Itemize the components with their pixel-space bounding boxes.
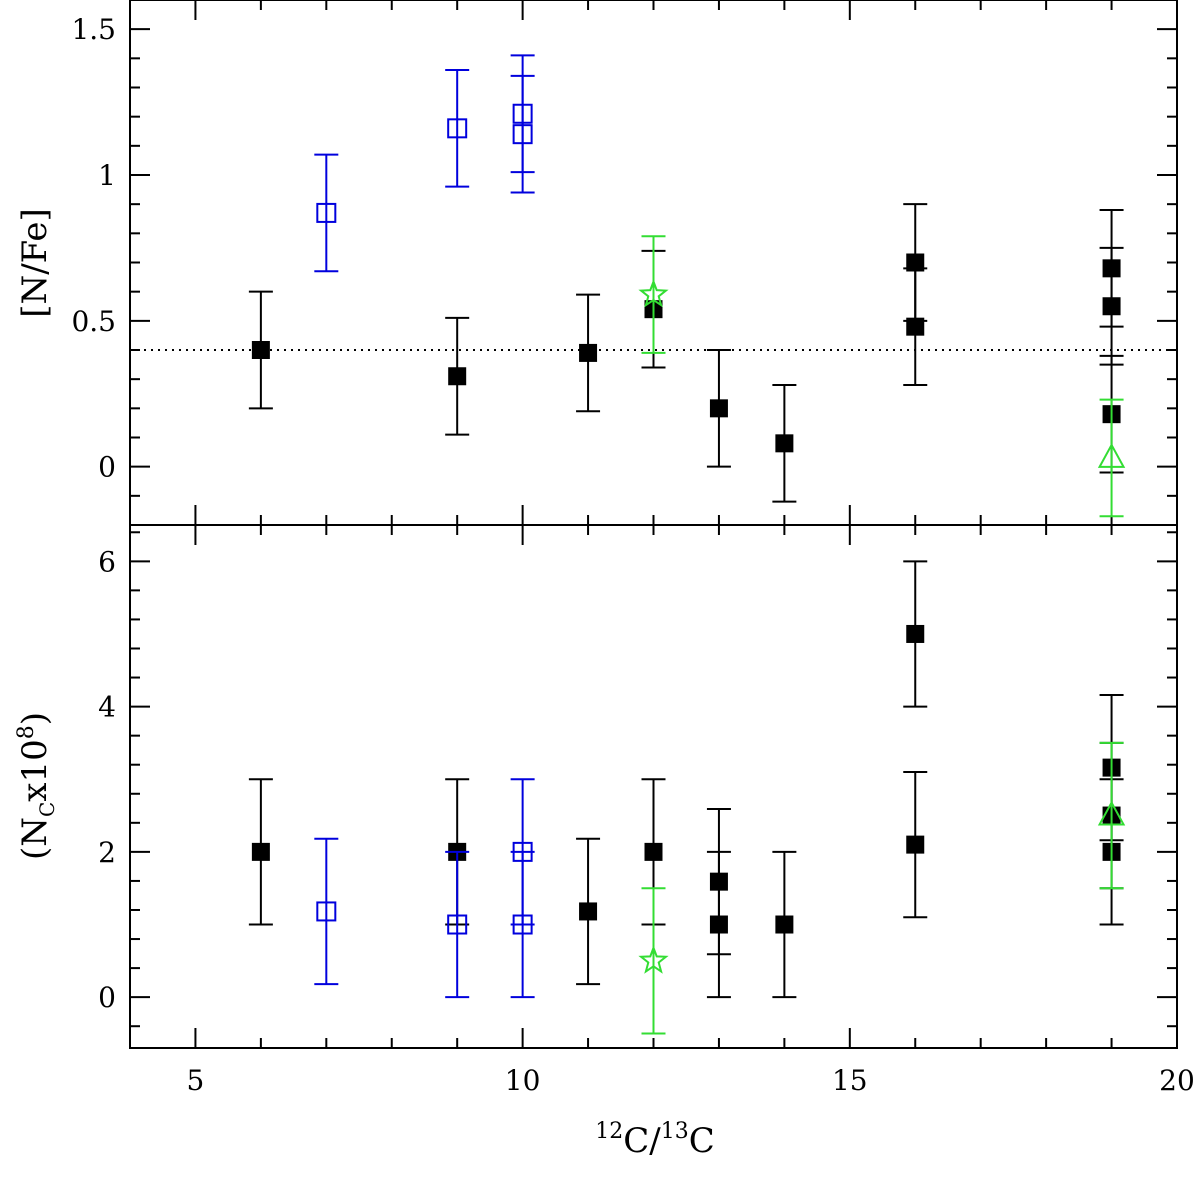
top-y-tick-label: 0.5 [71,305,116,338]
data-point-filled-square [906,317,925,336]
data-point-filled-square [775,434,794,453]
data-point-filled-square [644,842,663,861]
bottom-series-black-filled-squares [248,560,1124,999]
top-y-tick-label: 1 [98,159,116,192]
data-point-open-square [316,901,337,922]
data-point-open-star [638,944,669,974]
data-point-filled-square [448,367,467,386]
top-y-axis-label: [N/Fe] [15,208,55,318]
data-point-open-square [447,914,468,935]
data-point-filled-square [579,343,598,362]
data-point-filled-square [906,253,925,272]
top-y-tick-label: 1.5 [71,13,116,46]
bottom-series-green-open-triangle [1097,741,1126,890]
bottom-y-axis-label: (NCx108) [14,712,59,860]
data-point-filled-square [906,624,925,643]
data-point-open-square [512,124,533,145]
xlabel-c: C [689,1121,715,1161]
data-point-open-triangle [1097,442,1126,468]
data-point-filled-square [906,835,925,854]
data-point-open-square [316,202,337,223]
bottom-y-tick-label: 2 [98,836,116,869]
bottom-ylabel-open: (N [15,817,55,860]
bottom-ylabel-close: ) [15,712,55,725]
bottom-series-green-open-star [638,887,669,1035]
xlabel-sup-12: 12 [595,1119,623,1144]
top-series-blue-open-squares [314,54,535,273]
bottom-y-tick-label: 6 [98,545,116,578]
bottom-panel: 0 2 4 6 5 10 15 20 [98,524,1195,1097]
data-point-open-square [512,914,533,935]
data-point-filled-square [251,842,270,861]
top-series-black-filled-squares [248,203,1124,503]
data-point-open-star [638,278,669,308]
bottom-x-tick-label: 10 [505,1064,541,1097]
bottom-x-tick-label: 5 [187,1064,205,1097]
data-point-filled-square [709,399,728,418]
top-series-green-open-triangle [1097,398,1126,518]
data-point-filled-square [251,341,270,359]
x-axis-label: 12C/13C [595,1119,715,1161]
bottom-y-tick-label: 0 [98,981,116,1014]
data-point-filled-square [1102,297,1121,316]
data-point-open-triangle [1097,800,1126,826]
data-point-filled-square [709,915,728,934]
data-point-filled-square [579,902,598,921]
data-point-open-square [447,118,468,139]
bottom-series-blue-open-squares [314,778,535,999]
bottom-x-tick-label: 15 [832,1064,868,1097]
xlabel-c-slash: C/ [623,1121,661,1161]
bottom-x-tick-label: 20 [1159,1064,1195,1097]
xlabel-sup-13: 13 [661,1119,689,1144]
top-panel: 0 0.5 1 1.5 [71,0,1178,526]
top-y-tick-label: 0 [98,451,116,484]
bottom-y-tick-label: 4 [98,691,116,724]
top-series-green-open-star [638,235,669,354]
bottom-ylabel-mid: x10 [15,739,55,801]
bottom-ylabel-sup: 8 [14,725,39,739]
bottom-ylabel-sub: C [35,802,59,817]
data-point-filled-square [775,915,794,934]
